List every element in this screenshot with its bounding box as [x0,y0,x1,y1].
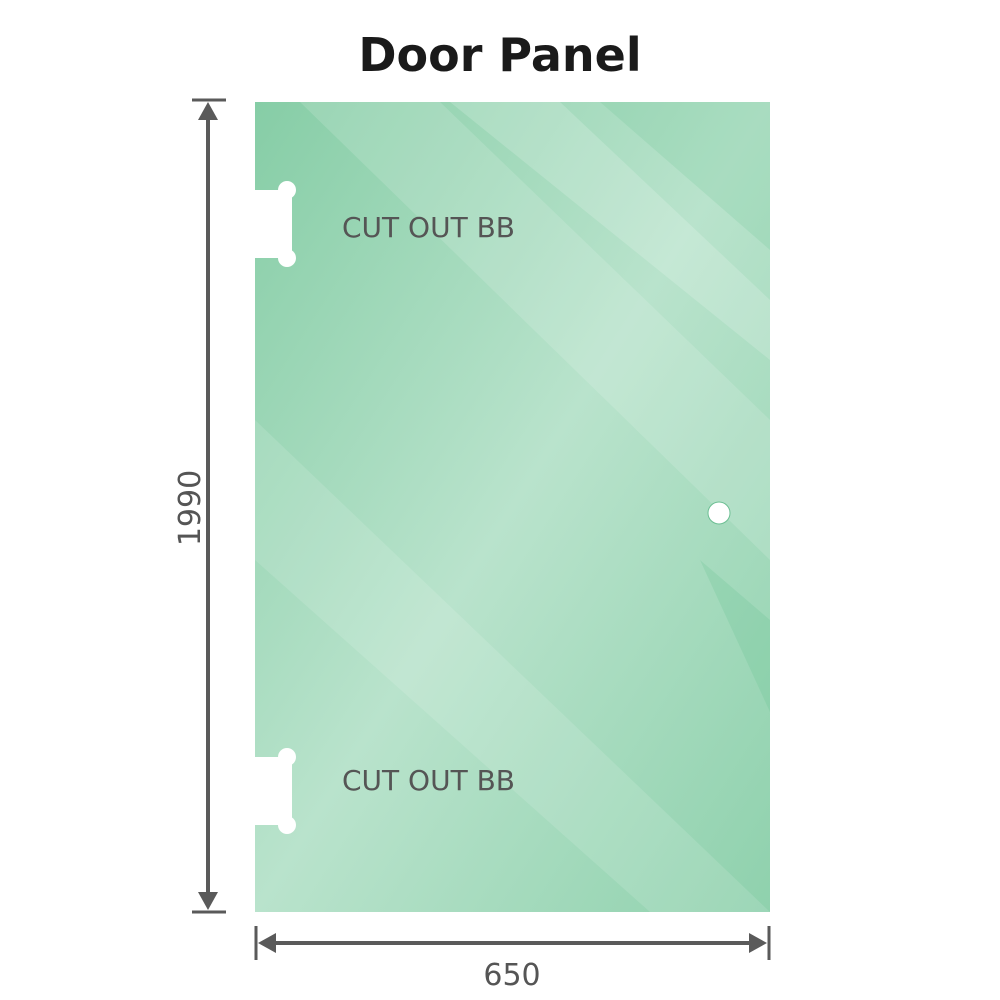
diagram-title: Door Panel [358,28,642,82]
width-dimension-line [254,926,771,960]
glass-panel [255,102,770,912]
cutout-top-label: CUT OUT BB [342,211,515,244]
handle-hole [707,501,731,525]
height-dimension-line [192,98,226,914]
cutout-top [250,181,296,267]
cutout-bottom-label: CUT OUT BB [342,764,515,797]
cutout-bottom [250,748,296,834]
width-dimension-label: 650 [483,958,540,993]
height-dimension-label: 1990 [173,470,208,546]
